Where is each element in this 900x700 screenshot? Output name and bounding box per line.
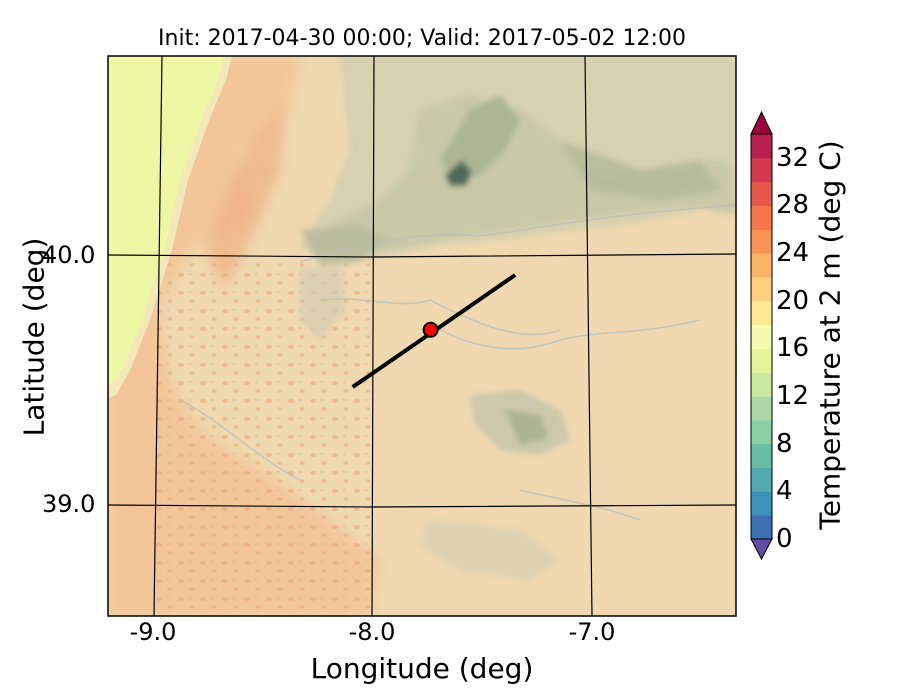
colorbar-segment bbox=[751, 300, 772, 326]
parallel-39 bbox=[108, 504, 736, 508]
colorbar-tick: 28 bbox=[776, 190, 810, 221]
colorbar-segment bbox=[751, 157, 772, 183]
colorbar-tick: 12 bbox=[776, 381, 810, 412]
colorbar bbox=[750, 110, 773, 561]
lat-tick: 40.0 bbox=[42, 241, 96, 269]
colorbar-tick: 16 bbox=[776, 333, 810, 364]
colorbar-extend-high bbox=[750, 110, 773, 135]
colorbar-segment bbox=[751, 467, 772, 492]
graticule bbox=[108, 56, 736, 616]
colorbar-tick: 24 bbox=[776, 238, 810, 269]
colorbar-segment bbox=[751, 229, 772, 254]
colorbar-tick: 20 bbox=[776, 285, 810, 316]
coast-band-inner bbox=[108, 56, 224, 390]
meridian-8 bbox=[371, 56, 375, 616]
colorbar-label: Temperature at 2 m (deg C) bbox=[813, 140, 847, 530]
colorbar-segment bbox=[751, 181, 772, 206]
colorbar-segment bbox=[751, 253, 772, 278]
colorbar-tick: 4 bbox=[776, 476, 793, 507]
colorbar-segment bbox=[751, 491, 772, 516]
lat-tick: 39.0 bbox=[42, 490, 96, 518]
colorbar-extend-low bbox=[750, 538, 773, 561]
meridian-7 bbox=[584, 56, 593, 616]
colorbar-tick: 8 bbox=[776, 428, 793, 459]
colorbar-segment bbox=[751, 515, 772, 540]
lon-tick: -9.0 bbox=[129, 618, 177, 646]
colorbar-segment bbox=[751, 419, 772, 445]
x-axis-label: Longitude (deg) bbox=[310, 652, 534, 685]
mountain-ranges bbox=[300, 56, 736, 580]
colorbar-tick: 0 bbox=[776, 524, 793, 554]
parallel-40 bbox=[108, 253, 736, 258]
map-frame bbox=[107, 55, 737, 617]
colorbar-segment bbox=[751, 205, 772, 230]
colorbar-segment bbox=[751, 348, 772, 373]
map-title: Init: 2017-04-30 00:00; Valid: 2017-05-0… bbox=[158, 26, 686, 51]
colorbar-segment bbox=[751, 443, 772, 469]
meridian-9 bbox=[153, 56, 163, 616]
colorbar-segment bbox=[751, 324, 772, 349]
colorbar-tick: 32 bbox=[776, 142, 810, 173]
colorbar-outline bbox=[750, 133, 773, 540]
colorbar-segment bbox=[751, 396, 772, 421]
colorbar-segment bbox=[751, 372, 772, 397]
colorbar-segment bbox=[751, 134, 772, 159]
contour-lines bbox=[179, 204, 736, 521]
map-panel bbox=[108, 56, 736, 616]
colorbar-segment bbox=[751, 276, 772, 302]
warm-core bbox=[205, 105, 285, 290]
lon-tick: -7.0 bbox=[568, 618, 616, 646]
cross-section-center-marker bbox=[422, 321, 439, 338]
lon-tick: -8.0 bbox=[348, 618, 396, 646]
